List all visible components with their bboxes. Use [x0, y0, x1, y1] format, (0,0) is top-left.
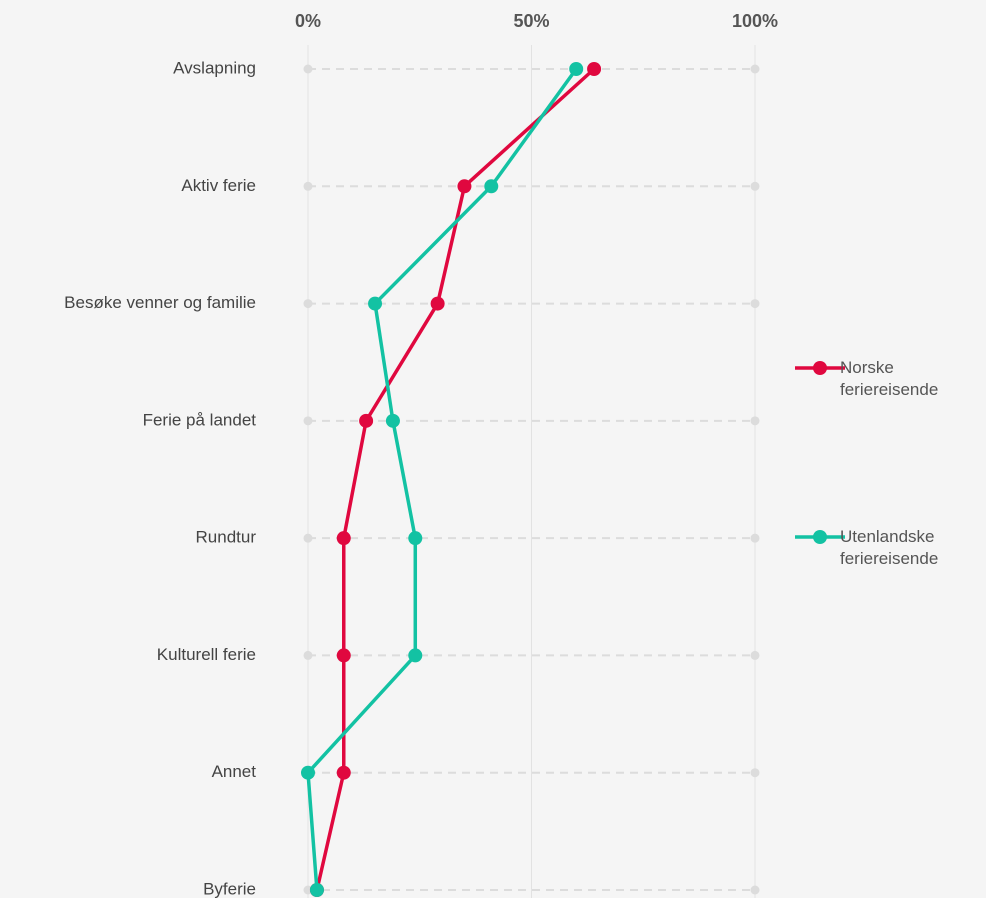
- category-label: Byferie: [203, 879, 256, 898]
- data-point: [457, 179, 472, 194]
- legend-label: Norske feriereisende: [840, 358, 939, 399]
- guide-end: [303, 181, 313, 191]
- guide-end: [750, 650, 760, 660]
- guide-end: [750, 299, 760, 309]
- data-point: [301, 765, 315, 780]
- category-label: Annet: [212, 762, 257, 781]
- data-point: [309, 883, 324, 897]
- series-line: [306, 67, 578, 891]
- guide-end: [750, 416, 760, 426]
- data-point: [430, 296, 445, 311]
- data-point: [359, 413, 374, 428]
- data-point: [484, 179, 499, 194]
- guide-end: [750, 181, 760, 191]
- guide-end: [303, 885, 313, 895]
- data-point: [408, 648, 423, 663]
- data-point: [587, 62, 602, 76]
- guide-end: [303, 299, 313, 309]
- data-point: [336, 531, 351, 546]
- guide-end: [303, 64, 313, 74]
- data-point: [368, 296, 383, 311]
- guide-end: [303, 650, 313, 660]
- category-label: Avslapning: [173, 58, 256, 77]
- guide-end: [750, 885, 760, 895]
- x-tick-label: 100%: [732, 11, 778, 31]
- guide-end: [303, 533, 313, 543]
- guide-end: [750, 768, 760, 778]
- category-label: Ferie på landet: [143, 410, 257, 429]
- category-label: Rundtur: [196, 528, 257, 547]
- series-line: [315, 67, 596, 891]
- data-point: [408, 531, 423, 546]
- data-point: [569, 62, 584, 76]
- x-tick-label: 50%: [513, 11, 549, 31]
- x-tick-label: 0%: [295, 11, 321, 31]
- legend-marker: [813, 530, 827, 544]
- category-label: Aktiv ferie: [181, 176, 256, 195]
- guide-end: [750, 533, 760, 543]
- legend-label: Utenlandske feriereisende: [840, 527, 939, 568]
- data-point: [336, 765, 351, 780]
- guide-end: [750, 64, 760, 74]
- legend-marker: [813, 361, 827, 375]
- category-label: Kulturell ferie: [157, 645, 256, 664]
- guide-end: [303, 416, 313, 426]
- category-label: Besøke venner og familie: [64, 293, 256, 312]
- data-point: [336, 648, 351, 663]
- data-point: [385, 413, 400, 428]
